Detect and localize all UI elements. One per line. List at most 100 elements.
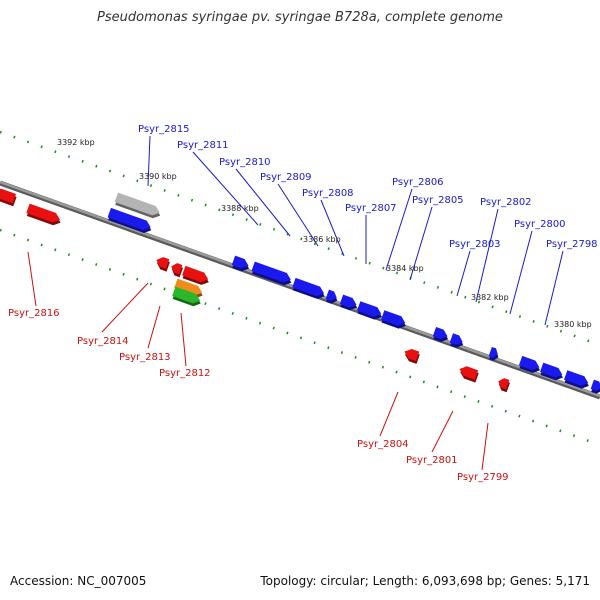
- gene-arrow-body: [251, 261, 291, 283]
- gene-arrow-psyr-2805[interactable]: [380, 310, 408, 330]
- gene-label-psyr-2816[interactable]: Psyr_2816: [8, 308, 60, 319]
- gene-label-psyr-2808[interactable]: Psyr_2808: [302, 188, 354, 199]
- gene-arrow-psyr-2806[interactable]: [356, 301, 384, 321]
- gene-arrow-body: [357, 301, 382, 317]
- gene-arrow-body: [182, 265, 209, 283]
- gene-arrow-body: [488, 346, 498, 358]
- gene-arrow-body: [231, 255, 249, 269]
- leader-line: [456, 250, 471, 297]
- gene-label-psyr-2798[interactable]: Psyr_2798: [546, 239, 598, 250]
- reverse-gene-labels: Psyr_2816 Psyr_2814 Psyr_2813 Psyr_2812 …: [8, 308, 509, 483]
- gene-arrow-psyr-2800[interactable]: [488, 346, 501, 362]
- leader-line: [379, 391, 399, 437]
- gene-arrow-body: [564, 370, 589, 386]
- leader-line: [180, 312, 187, 367]
- gene-arrow-psyr-2798[interactable]: [539, 362, 565, 383]
- gene-label-psyr-2810[interactable]: Psyr_2810: [219, 157, 271, 168]
- label-leader-lines: [27, 135, 564, 471]
- leader-line: [431, 410, 454, 453]
- accession-text: Accession: NC_007005: [10, 574, 147, 588]
- gene-label-psyr-2804[interactable]: Psyr_2804: [357, 439, 409, 450]
- gene-arrow-psyr-2810[interactable]: [251, 261, 294, 288]
- gene-arrow-psyr-2808[interactable]: [325, 289, 340, 306]
- forward-gene-labels: Psyr_2815 Psyr_2811 Psyr_2810 Psyr_2809 …: [138, 124, 598, 250]
- gene-arrow-body: [498, 378, 510, 390]
- gene-arrow-psyr-2801[interactable]: [457, 364, 480, 383]
- gene-arrow-body: [174, 278, 203, 296]
- leader-line: [192, 151, 259, 226]
- gene-arrow-body: [325, 289, 337, 301]
- leader-line: [147, 135, 151, 187]
- gene-arrow-body: [171, 263, 183, 275]
- gene-label-psyr-2807[interactable]: Psyr_2807: [345, 203, 397, 214]
- scale-label: 3382 kbp: [471, 293, 509, 302]
- gene-arrow-body: [459, 366, 479, 380]
- gene-arrow-psyr-2803[interactable]: [432, 326, 451, 344]
- leader-line: [235, 168, 291, 237]
- gene-arrow-reverse[interactable]: [25, 203, 63, 228]
- gene-arrow-psyr-2807[interactable]: [339, 294, 360, 313]
- leader-line: [147, 305, 161, 349]
- gene-arrow-body: [404, 348, 420, 362]
- leader-line: [475, 208, 499, 303]
- gene-arrow-psyr-2809[interactable]: [291, 277, 327, 301]
- gene-arrow-body: [172, 286, 201, 304]
- gene-label-psyr-2801[interactable]: Psyr_2801: [406, 455, 458, 466]
- gene-arrow-body: [432, 326, 448, 340]
- gene-arrow-psyr-2811[interactable]: [231, 255, 252, 274]
- scale-label: 3384 kbp: [386, 264, 424, 273]
- gene-arrow-forward[interactable]: [518, 355, 542, 375]
- gene-arrow-psyr-2804[interactable]: [402, 347, 421, 364]
- gene-label-psyr-2806[interactable]: Psyr_2806: [392, 177, 444, 188]
- gene-arrow-reverse[interactable]: [0, 187, 17, 207]
- gene-label-psyr-2813[interactable]: Psyr_2813: [119, 352, 171, 363]
- gene-label-psyr-2815[interactable]: Psyr_2815: [138, 124, 190, 135]
- map-title: Pseudomonas syringae pv. syringae B728a,…: [97, 10, 503, 25]
- gene-arrow-body: [590, 379, 600, 391]
- gene-arrow-reverse[interactable]: [169, 262, 184, 278]
- gene-arrow-body: [381, 310, 406, 326]
- scale-label: 3392 kbp: [57, 138, 95, 147]
- leader-line: [27, 251, 37, 307]
- leader-line: [277, 183, 319, 247]
- gene-arrow-gray[interactable]: [114, 192, 163, 221]
- genome-summary-text: Topology: circular; Length: 6,093,698 bp…: [260, 574, 590, 588]
- gene-arrow-reverse[interactable]: [154, 255, 171, 272]
- scale-label: 3390 kbp: [139, 172, 177, 181]
- leader-line: [544, 250, 564, 326]
- leader-line: [509, 230, 533, 315]
- gene-label-psyr-2800[interactable]: Psyr_2800: [514, 219, 566, 230]
- gene-label-psyr-2809[interactable]: Psyr_2809: [260, 172, 312, 183]
- leader-line: [409, 206, 433, 281]
- gene-arrow-psyr-2799[interactable]: [496, 377, 511, 393]
- gene-arrow-body: [107, 207, 151, 231]
- gene-label-psyr-2811[interactable]: Psyr_2811: [177, 140, 229, 151]
- gene-arrow-body: [26, 203, 61, 223]
- scale-label: 3380 kbp: [554, 320, 592, 329]
- leader-line: [320, 199, 345, 257]
- gene-arrow-psyr-2815[interactable]: [107, 207, 154, 235]
- gene-label-psyr-2805[interactable]: Psyr_2805: [412, 195, 464, 206]
- scale-labels: 3392 kbp 3390 kbp 3388 kbp 3386 kbp 3384…: [57, 138, 592, 329]
- leader-line: [481, 422, 489, 471]
- gene-arrow-body: [339, 294, 357, 308]
- gene-arrow-body: [539, 362, 563, 378]
- gene-arrow-body: [0, 188, 17, 204]
- gene-label-psyr-2814[interactable]: Psyr_2814: [77, 336, 129, 347]
- gene-arrow-body: [156, 257, 170, 269]
- gene-arrow-psyr-2802[interactable]: [449, 333, 466, 349]
- gene-arrow-body: [449, 333, 463, 345]
- gene-track: [0, 187, 600, 394]
- leader-line: [385, 188, 413, 271]
- gene-arrow-body: [518, 355, 540, 371]
- gene-label-psyr-2802[interactable]: Psyr_2802: [480, 197, 532, 208]
- gene-label-psyr-2799[interactable]: Psyr_2799: [457, 472, 509, 483]
- scale-label: 3388 kbp: [221, 204, 259, 213]
- gene-label-psyr-2812[interactable]: Psyr_2812: [159, 368, 211, 379]
- gene-arrow-reverse[interactable]: [181, 265, 211, 287]
- gene-label-psyr-2803[interactable]: Psyr_2803: [449, 239, 501, 250]
- gene-arrow-forward[interactable]: [563, 370, 591, 390]
- gene-arrow-green[interactable]: [171, 286, 203, 309]
- scale-label: 3386 kbp: [303, 235, 341, 244]
